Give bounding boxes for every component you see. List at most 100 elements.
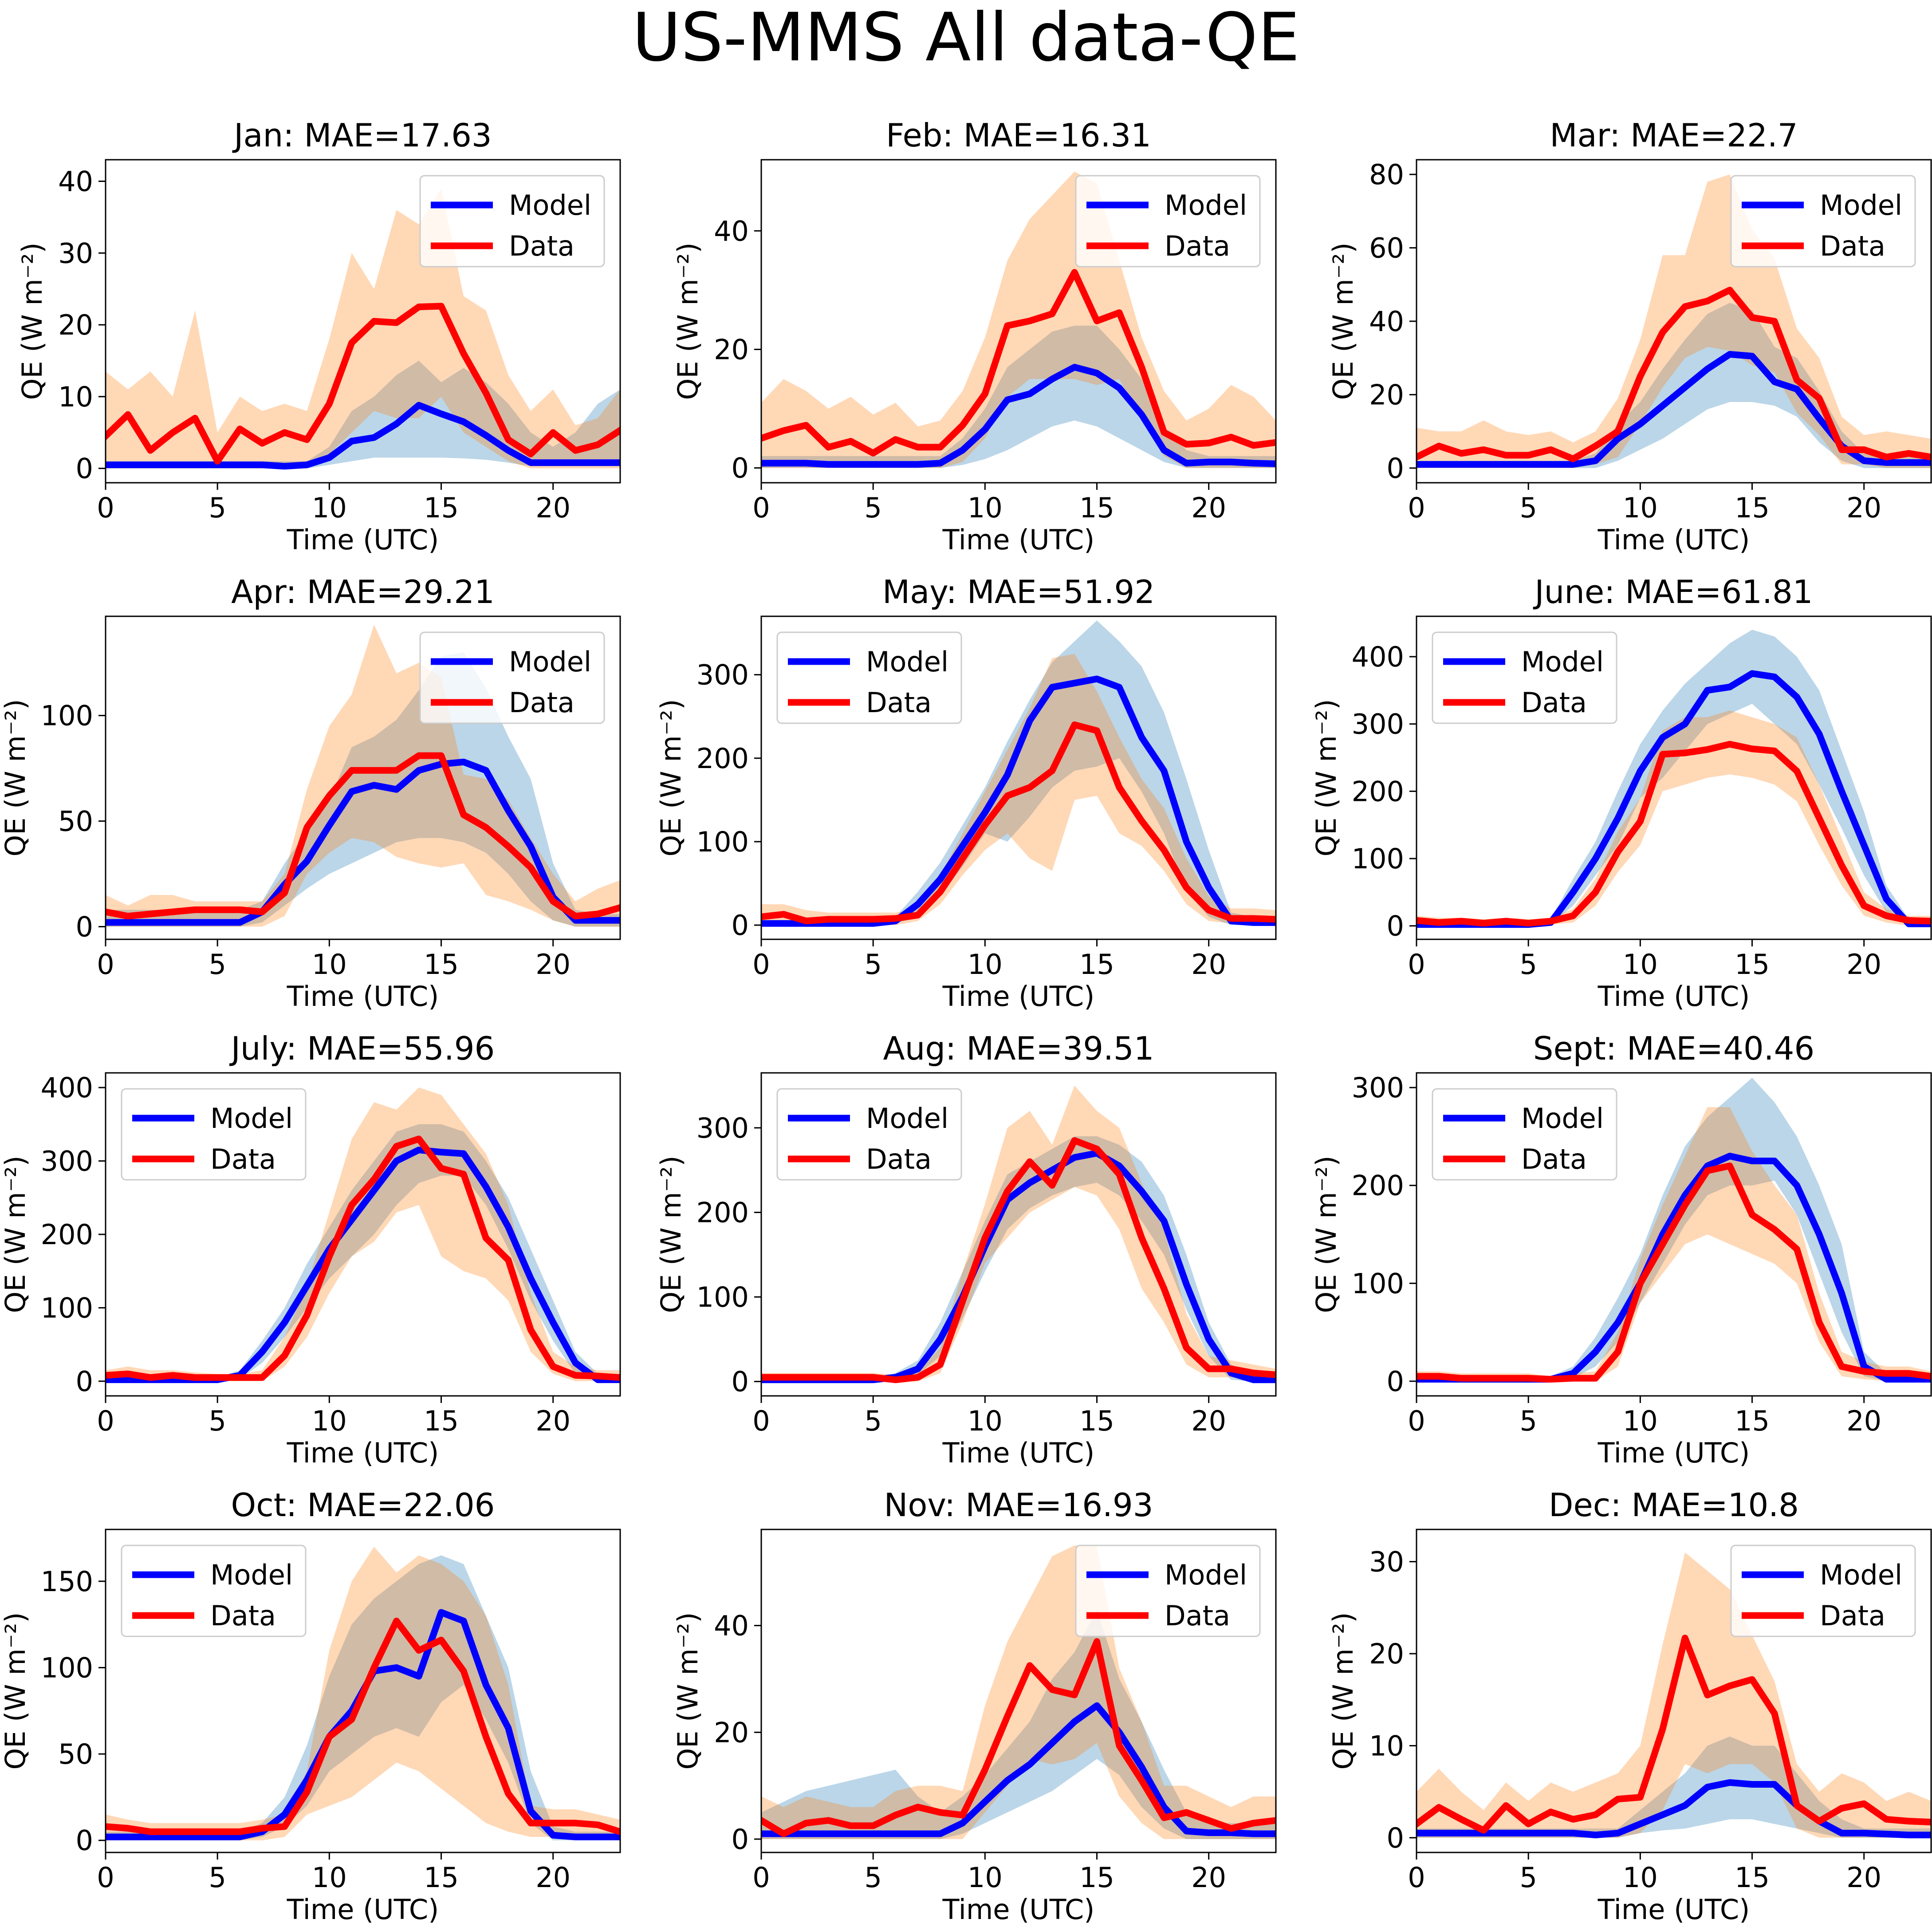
- data-range-band: [106, 1088, 620, 1381]
- y-tick-label: 0: [732, 452, 749, 485]
- x-tick-label: 0: [97, 948, 114, 981]
- axes-frame: [760, 159, 1277, 484]
- x-tick-label: 10: [968, 492, 1003, 524]
- data-line: [761, 721, 1276, 925]
- y-tick-label: 40: [58, 166, 93, 198]
- y-tick-label: 150: [41, 1565, 93, 1598]
- model-line: [106, 402, 620, 470]
- subplot-11: 0 5 10 15 20 0 20 40 Nov: MAE=16.93 Time (UTC) QE …: [672, 1486, 1277, 1926]
- x-tick-label: 5: [1519, 1405, 1537, 1437]
- axes-frame: [1416, 615, 1932, 940]
- subplot-title: Jan: MAE=17.63: [232, 117, 492, 154]
- y-tick-label: 100: [696, 826, 749, 858]
- x-axis-label: Time (UTC): [1598, 524, 1750, 556]
- y-axis-label: QE (W m⁻²): [672, 242, 704, 400]
- x-tick-label: 20: [1191, 492, 1226, 524]
- plot-area: [761, 1545, 1276, 1839]
- x-axis-label: Time (UTC): [287, 1437, 439, 1469]
- x-tick-label: 15: [1079, 948, 1114, 981]
- subplot-title: Aug: MAE=39.51: [883, 1030, 1154, 1067]
- x-axis-label: Time (UTC): [1598, 1893, 1750, 1926]
- model-legend-label: Model: [509, 189, 591, 221]
- plot-area: [1417, 1552, 1931, 1839]
- legend: Model Data: [776, 631, 962, 724]
- x-axis-label: Time (UTC): [1598, 980, 1750, 1013]
- y-tick-label: 0: [1387, 910, 1404, 942]
- x-tick-label: 20: [1846, 948, 1881, 981]
- y-tick-label: 60: [1369, 232, 1404, 264]
- y-axis-label: QE (W m⁻²): [1310, 1155, 1342, 1313]
- x-tick-label: 0: [1408, 948, 1425, 981]
- y-axis-label: QE (W m⁻²): [1327, 242, 1359, 400]
- data-line: [106, 1617, 620, 1836]
- data-legend-label: Data: [1820, 230, 1885, 262]
- data-range-band: [761, 171, 1276, 468]
- x-tick-label: 5: [864, 1861, 881, 1894]
- subplot-1: 0 5 10 15 20 0 10 20 30 40 Jan: MAE=17.63 Time (UTC…: [16, 117, 621, 556]
- subplot-10: 0 5 10 15 20 0 50 100 150 Oct: MAE=22.06 Time (UTC…: [0, 1486, 621, 1926]
- plot-area: [106, 1546, 620, 1840]
- y-tick-label: 300: [696, 1112, 749, 1144]
- model-line: [761, 364, 1276, 468]
- x-tick-label: 20: [1846, 492, 1881, 524]
- y-tick-label: 40: [1369, 305, 1404, 338]
- data-line: [106, 303, 620, 465]
- x-tick-label: 5: [864, 1405, 881, 1437]
- y-axis-label: QE (W m⁻²): [0, 699, 31, 856]
- y-tick-label: 30: [1369, 1546, 1404, 1578]
- subplot-12: 0 5 10 15 20 0 10 20 30 Dec: MAE=10.8 Time (UTC) QE…: [1327, 1486, 1932, 1926]
- y-axis-label: QE (W m⁻²): [0, 1612, 31, 1769]
- subplot-title: Dec: MAE=10.8: [1549, 1486, 1799, 1524]
- data-legend-label: Data: [509, 230, 574, 262]
- x-axis-label: Time (UTC): [287, 1893, 439, 1926]
- y-tick-label: 100: [41, 1292, 93, 1324]
- legend: Model Data: [121, 1545, 307, 1637]
- x-tick-label: 10: [312, 948, 347, 981]
- subplot-title: Oct: MAE=22.06: [231, 1486, 495, 1524]
- data-line: [106, 752, 620, 920]
- axes-frame: [760, 1072, 1277, 1397]
- data-range-band: [1417, 1107, 1931, 1381]
- x-tick-label: 15: [1079, 492, 1114, 524]
- model-line: [761, 675, 1276, 927]
- x-tick-label: 20: [535, 1405, 571, 1437]
- subplot-2: 0 5 10 15 20 0 20 40 Feb: MAE=16.31 Time (UTC) QE …: [672, 117, 1277, 556]
- page-title: US-MMS All data-QE: [632, 0, 1300, 76]
- legend: Model Data: [419, 175, 605, 268]
- x-tick-label: 10: [968, 1405, 1003, 1437]
- x-tick-label: 10: [1623, 492, 1658, 524]
- y-tick-label: 300: [1352, 708, 1404, 741]
- model-legend-label: Model: [1820, 189, 1902, 221]
- y-tick-label: 100: [1352, 843, 1404, 875]
- axes-frame: [760, 615, 1277, 940]
- data-range-band: [761, 1085, 1276, 1382]
- legend: Model Data: [1075, 1545, 1261, 1637]
- legend: Model Data: [1075, 175, 1261, 268]
- model-legend-label: Model: [1521, 1102, 1604, 1135]
- x-tick-label: 0: [97, 492, 114, 524]
- y-tick-label: 0: [1387, 452, 1404, 485]
- x-tick-label: 20: [1191, 1405, 1226, 1437]
- y-axis-label: QE (W m⁻²): [1327, 1612, 1359, 1769]
- y-tick-label: 20: [1369, 1638, 1404, 1670]
- y-tick-label: 200: [696, 742, 749, 775]
- y-tick-label: 400: [41, 1072, 93, 1104]
- x-tick-label: 20: [1191, 948, 1226, 981]
- x-axis-label: Time (UTC): [942, 524, 1095, 556]
- model-line: [1417, 1779, 1931, 1839]
- x-axis-label: Time (UTC): [1598, 1437, 1750, 1469]
- x-tick-label: 5: [864, 948, 881, 981]
- x-tick-label: 15: [424, 1861, 459, 1894]
- y-tick-label: 50: [58, 1738, 93, 1770]
- plot-area: [1417, 1078, 1931, 1383]
- y-tick-label: 100: [41, 1651, 93, 1684]
- subplot-title: Mar: MAE=22.7: [1550, 117, 1798, 154]
- y-tick-label: 20: [714, 1716, 749, 1749]
- model-legend-label: Model: [1521, 646, 1604, 678]
- x-tick-label: 10: [1623, 948, 1658, 981]
- x-tick-label: 15: [1079, 1405, 1114, 1437]
- model-legend-label: Model: [866, 1102, 948, 1135]
